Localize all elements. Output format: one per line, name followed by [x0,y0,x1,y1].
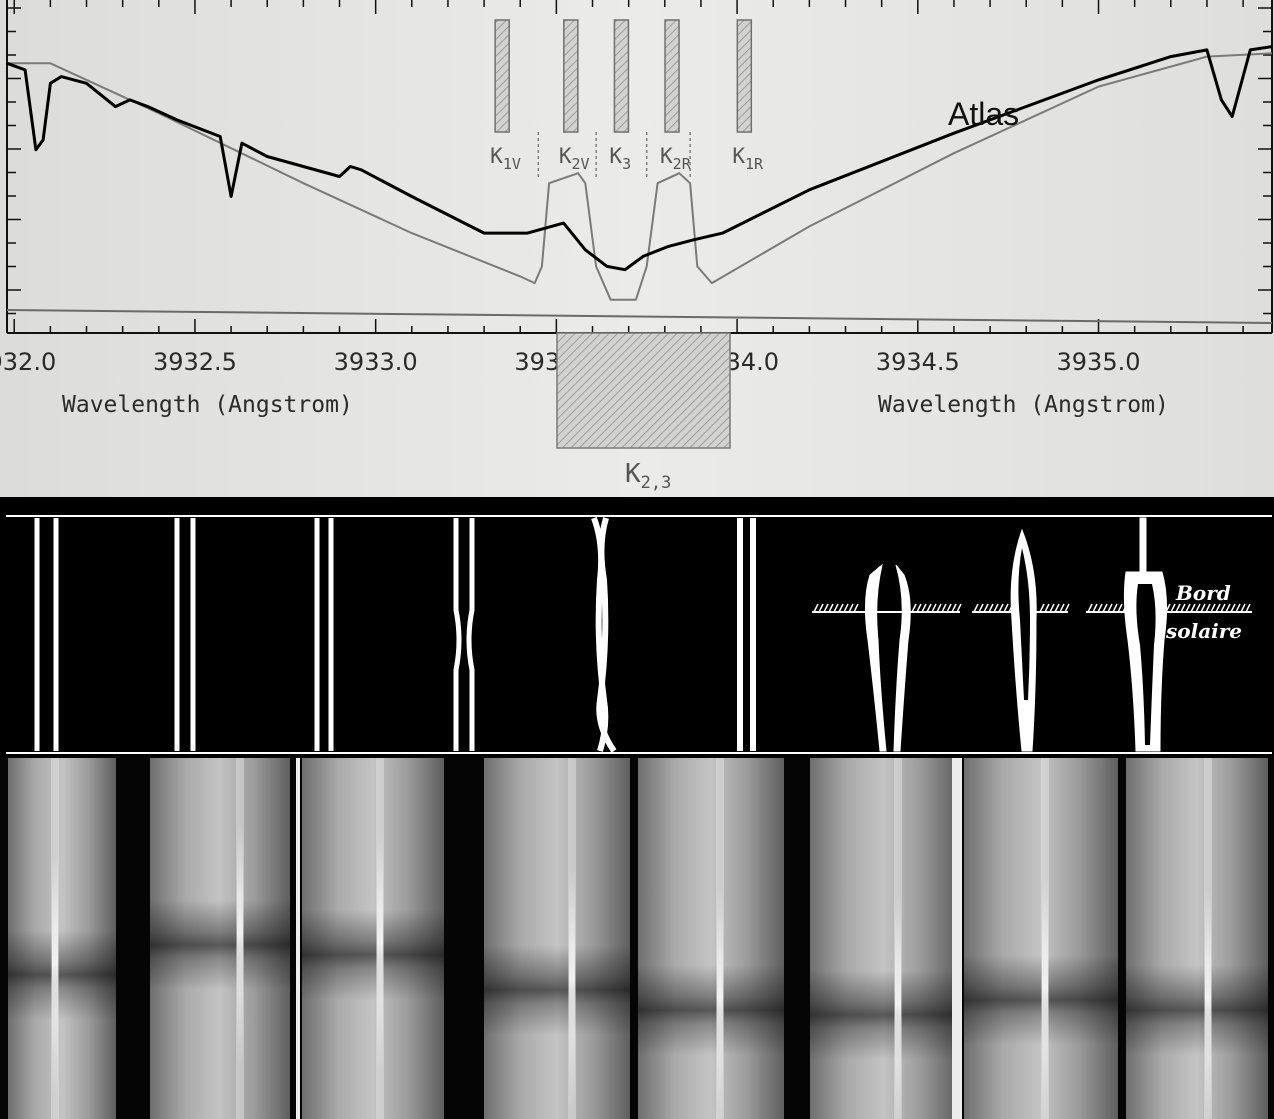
spectrogram-frame [964,758,1118,1119]
x-tick-label: 3933.0 [334,348,418,376]
sketch-profile-4 [453,518,475,751]
spectrogram-frame [302,758,444,1119]
spectrogram-frame [150,758,290,1119]
sketch-background [0,513,1274,756]
spectrogram-frame [1126,758,1268,1119]
band-marker-bar [664,19,680,133]
sketch-profile-9 [1123,517,1168,752]
line-sketch-panel: Bord solaire [0,513,1274,756]
continuum-baseline [6,309,1273,324]
limb-hatch-marks [812,603,1252,613]
atlas-spectrum-line [6,45,1273,272]
x-axis-title-right: Wavelength (Angstrom) [878,392,1169,418]
k23-label: K2,3 [625,459,671,493]
sketch-profile-2 [174,518,196,751]
band-label: K3 [609,144,631,173]
spectrogram-frame [810,758,958,1119]
sketch-profile-1 [34,518,59,751]
band-marker-bar [563,19,579,133]
sketch-profile-5 [591,516,617,753]
x-tick-labels: 3932.03932.53933.03933.53934.03934.53935… [0,348,1141,376]
sketch-profile-7 [864,563,911,752]
solaire-label: solaire [1165,619,1242,643]
band-marker-bar [494,19,510,133]
band-labels: K1V K2V K3 K2R K1R [490,144,764,173]
sketch-profile-6 [737,518,756,751]
x-tick-label: 3935.0 [1057,348,1141,376]
y-axis-ticks [7,7,1272,315]
spectrum-panel: 3932.03932.53933.03933.53934.03934.53935… [0,0,1274,497]
frame-edge-highlight [952,758,962,1119]
band-label: K2R [660,144,692,173]
reference-profile-line [7,52,1273,301]
x-tick-label: 3932.0 [0,348,56,376]
sketch-profile-8 [1010,528,1037,752]
band-label: K2V [559,144,590,173]
frame-edge-highlight [296,758,300,1119]
bord-label: Bord [1175,581,1231,605]
x-tick-label: 3932.5 [153,348,237,376]
k23-label-sub: 2,3 [641,473,672,493]
spectrogram-photo-strip [0,756,1274,1119]
sketch-profile-3 [314,518,334,751]
spectrogram-frame [8,758,116,1119]
band-markers [494,19,753,180]
band-label: K1R [732,144,764,173]
band-marker-bar [613,19,630,133]
k23-hatched-box [556,332,731,449]
k23-label-main: K [625,459,641,489]
x-axis-title-left: Wavelength (Angstrom) [62,392,353,418]
atlas-label: Atlas [948,96,1019,132]
x-tick-label: 3934.5 [876,348,960,376]
spectrogram-frame [638,758,784,1119]
band-marker-bar [736,19,753,133]
divider-bar [0,497,1274,513]
spectrum-series [6,45,1273,301]
band-label: K1V [490,144,521,173]
